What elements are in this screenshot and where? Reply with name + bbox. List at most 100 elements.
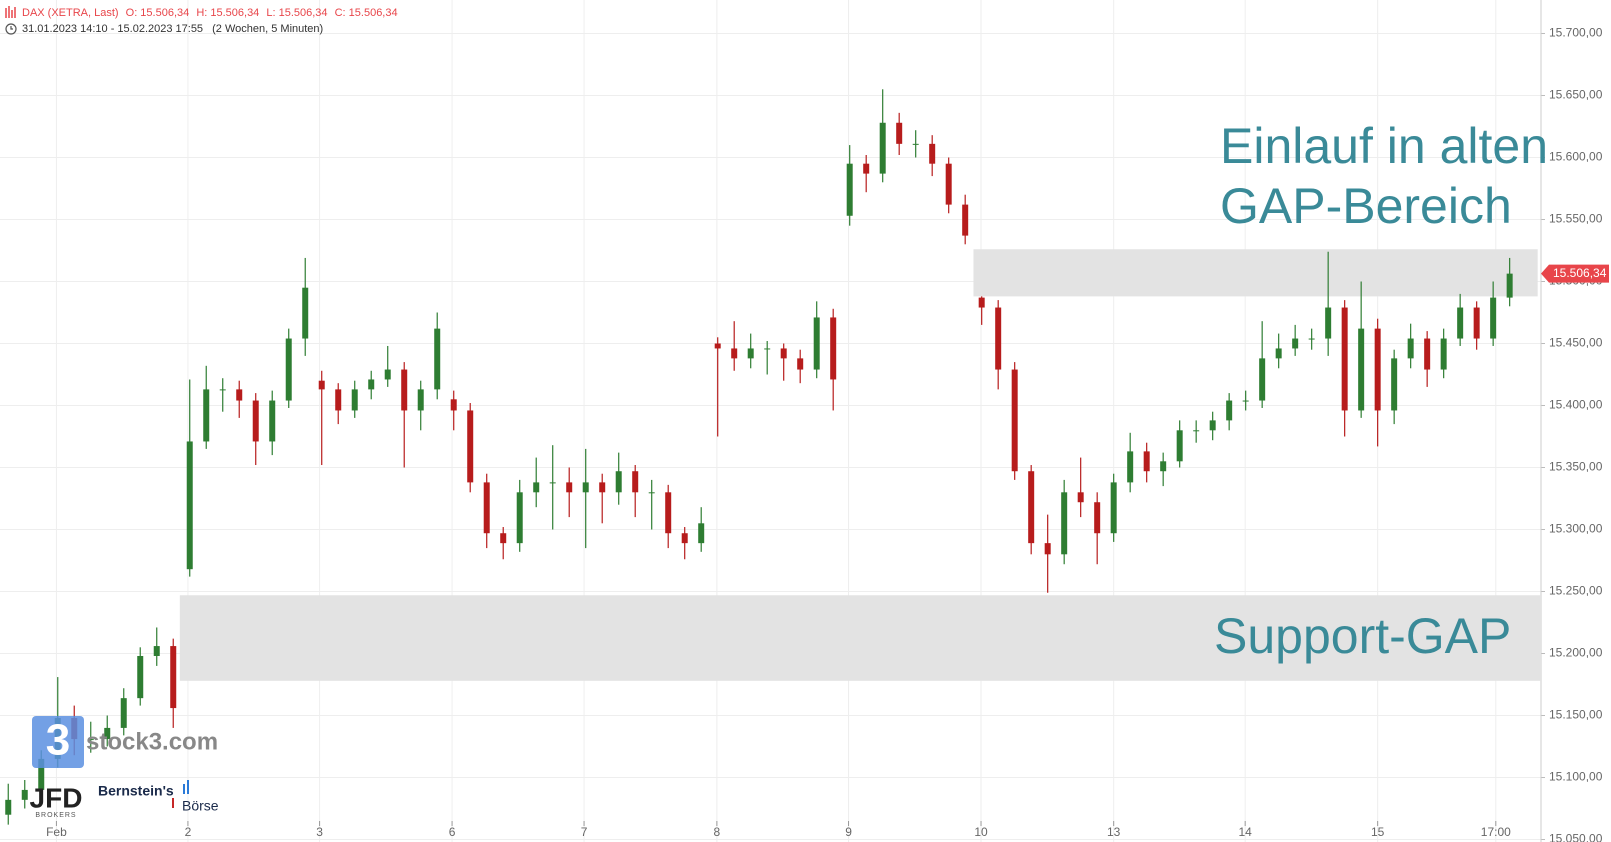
x-tick-label: 10 (974, 825, 988, 839)
interval: (2 Wochen, 5 Minuten) (212, 23, 323, 35)
candle-body (1127, 451, 1134, 483)
y-tick-label: 15.450,00 (1549, 336, 1603, 350)
x-tick-label: 3 (316, 825, 323, 839)
candles (5, 89, 1513, 825)
candle-body (368, 379, 375, 390)
y-tick-label: 15.400,00 (1549, 398, 1603, 412)
candle-body (1110, 482, 1117, 534)
annotation: Support-GAP (1214, 608, 1511, 664)
candle-body (533, 482, 540, 493)
candle-body (450, 399, 457, 411)
annotation: GAP-Bereich (1220, 178, 1512, 234)
high: H: 15.506,34 (196, 7, 259, 19)
low: L: 15.506,34 (266, 7, 327, 19)
y-tick-label: 15.650,00 (1549, 88, 1603, 102)
candle-body (929, 143, 936, 164)
candle-body (1209, 420, 1216, 431)
candle-body (896, 122, 903, 144)
jfd-sub: BROKERS (35, 812, 76, 819)
last-price-tag (1541, 264, 1609, 283)
zones (179, 249, 1541, 681)
candle-body (1325, 307, 1332, 339)
candle-body (153, 646, 160, 656)
close: C: 15.506,34 (335, 7, 398, 19)
candle-body (1341, 307, 1348, 411)
bars-icon (172, 798, 174, 808)
candle-body (1292, 338, 1299, 349)
candle-body (945, 163, 952, 205)
open: O: 15.506,34 (126, 7, 190, 19)
candle-body (1490, 297, 1497, 339)
candle-body (599, 482, 606, 493)
candle-body (830, 317, 837, 380)
grid (0, 0, 1545, 842)
candle-body (615, 471, 622, 493)
candle-body (1094, 502, 1101, 534)
candle-body (1358, 328, 1365, 411)
candle-body (302, 287, 309, 339)
y-tick-label: 15.100,00 (1549, 770, 1603, 784)
candle-body (995, 307, 1002, 370)
y-tick-label: 15.050,00 (1549, 832, 1603, 842)
x-tick-label: 9 (845, 825, 852, 839)
candle-body (516, 492, 523, 544)
jfd-logo: JFD (30, 782, 83, 813)
stock3-icon: 3 (46, 716, 70, 765)
candle-body (731, 348, 738, 359)
range: 31.01.2023 14:10 - 15.02.2023 17:55 (22, 23, 203, 35)
candle-body (5, 799, 12, 815)
y-tick-label: 15.250,00 (1549, 584, 1603, 598)
x-tick-label: 13 (1107, 825, 1121, 839)
candle-body (747, 348, 754, 359)
stock3-text: stock3.com (86, 728, 218, 755)
candle-body (1374, 328, 1381, 411)
candle-body (549, 482, 556, 484)
annotation: Einlauf in alten (1220, 118, 1548, 174)
header-range: 31.01.2023 14:10 - 15.02.2023 17:55 (2 W… (22, 23, 323, 35)
candle-body (1457, 307, 1464, 339)
candle-body (1506, 273, 1513, 298)
candle-body (1143, 451, 1150, 472)
chart-icon (5, 6, 16, 18)
candle-body (1028, 471, 1035, 544)
candle-body (813, 317, 820, 370)
y-tick-label: 15.700,00 (1549, 26, 1603, 40)
candle-body (219, 389, 226, 391)
candle-body (104, 727, 111, 740)
candle-body (467, 410, 474, 483)
candle-body (1440, 338, 1447, 370)
y-tick-label: 15.600,00 (1549, 150, 1603, 164)
candle-body (1176, 430, 1183, 462)
candle-body (1259, 358, 1266, 401)
y-tick-label: 15.300,00 (1549, 522, 1603, 536)
candle-body (483, 482, 490, 534)
candle-body (236, 389, 243, 401)
candle-body (137, 655, 144, 699)
x-tick-label: 6 (449, 825, 456, 839)
candle-body (1308, 338, 1315, 340)
candle-body (1391, 358, 1398, 411)
candle-body (417, 389, 424, 411)
x-tick-label: 7 (581, 825, 588, 839)
candle-body (384, 369, 391, 380)
candle-body (269, 400, 276, 442)
stock3-logo (32, 716, 84, 768)
candle-body (566, 482, 573, 493)
x-tick-label: Feb (46, 825, 67, 839)
candle-body (846, 163, 853, 216)
x-tick-label: 2 (185, 825, 192, 839)
y-tick-label: 15.550,00 (1549, 212, 1603, 226)
candle-body (582, 482, 589, 493)
y-tick-label: 15.150,00 (1549, 708, 1603, 722)
candle-body (335, 389, 342, 411)
y-tick-label: 15.350,00 (1549, 460, 1603, 474)
candle-body (648, 492, 655, 494)
bars-icon (183, 784, 185, 794)
candle-body (318, 380, 325, 390)
candle-body (1275, 348, 1282, 359)
candle-body (170, 646, 177, 709)
candle-body (186, 441, 193, 570)
candle-body (1193, 430, 1200, 432)
candle-body (1011, 369, 1018, 472)
